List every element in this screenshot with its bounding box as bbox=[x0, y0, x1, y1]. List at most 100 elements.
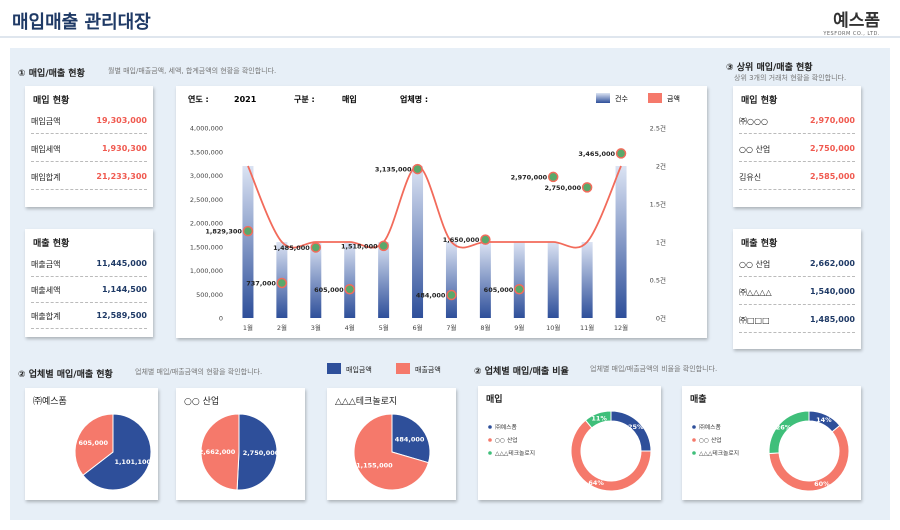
legend-label: ㈜예스폼 bbox=[699, 423, 721, 431]
bar-count bbox=[445, 242, 457, 318]
y-tick-label: 1,000,000 bbox=[190, 267, 223, 275]
data-label: 605,000 bbox=[314, 286, 344, 294]
year-filter-value[interactable]: 2021 bbox=[234, 95, 257, 104]
purchase-ratio-donut: ㈜예스폼 ○○ 산업 △△△테크놀로지 25% 64% 11% bbox=[488, 410, 652, 492]
row-value: 11,445,000 bbox=[96, 259, 147, 268]
monthly-chart-card: 연도 : 2021 구분 : 매입 업체명 : 건수 금액 0 500,000 1,… bbox=[176, 86, 707, 338]
slice-label: 11% bbox=[591, 415, 607, 423]
bar-count bbox=[615, 166, 627, 318]
x-tick-label: 6월 bbox=[412, 323, 422, 332]
amount-point bbox=[615, 148, 627, 159]
data-label: 3,135,000 bbox=[375, 166, 412, 174]
y-tick-label: 2,000,000 bbox=[190, 220, 223, 228]
y2-tick-label: 0.5건 bbox=[650, 276, 666, 285]
row-label: ㈜□□□ bbox=[739, 316, 770, 325]
x-tick-label: 2월 bbox=[277, 323, 287, 332]
bar-count bbox=[242, 166, 254, 318]
y-tick-label: 3,500,000 bbox=[190, 148, 223, 156]
row-value: 2,970,000 bbox=[809, 116, 855, 125]
pie-slice bbox=[74, 413, 114, 476]
y-tick-label: 2,500,000 bbox=[190, 196, 223, 204]
summary-row: 매출합계 12,589,500 bbox=[31, 303, 147, 329]
data-label: 1,650,000 bbox=[443, 236, 480, 244]
row-label: ○○ 산업 bbox=[739, 145, 771, 154]
slice-label: 605,000 bbox=[78, 439, 108, 447]
amount-point bbox=[412, 163, 423, 175]
pie-title: △△△테크놀로지 bbox=[335, 397, 398, 407]
slice-label: 60% bbox=[814, 480, 830, 488]
x-tick-label: 3월 bbox=[311, 323, 321, 332]
bar-count bbox=[581, 242, 593, 318]
data-label: 2,970,000 bbox=[511, 173, 548, 181]
section-title-3: ③ 상위 매입/매출 현황 bbox=[726, 63, 813, 73]
row-value: 2,585,000 bbox=[809, 172, 855, 181]
purchase-ratio-card: 매입 ㈜예스폼 ○○ 산업 △△△테크놀로지 25% 64% 11% bbox=[478, 386, 661, 500]
pie-slice bbox=[768, 410, 810, 455]
company-pie-chart: 2,750,000 2,662,000 bbox=[199, 413, 280, 491]
amount-point bbox=[276, 277, 288, 289]
row-label: 매입합계 bbox=[31, 173, 61, 182]
y2-tick-label: 0건 bbox=[656, 314, 666, 323]
pie-slice bbox=[391, 413, 431, 464]
company-pie-card: ○○ 산업 2,750,000 2,662,000 bbox=[176, 388, 305, 500]
slice-label: 1,101,100 bbox=[114, 458, 151, 466]
header: 매입매출 관리대장 예스폼 YESFORM CO., LTD. bbox=[0, 0, 900, 38]
logo-subtext: YESFORM CO., LTD. bbox=[823, 31, 880, 37]
legend-swatch-sales bbox=[396, 363, 410, 374]
summary-row: ㈜○○○ 2,970,000 bbox=[739, 108, 855, 134]
x-tick-label: 5월 bbox=[379, 323, 389, 332]
legend-count: 건수 bbox=[615, 94, 628, 103]
summary-row: 매입세액 1,930,300 bbox=[31, 136, 147, 162]
sales-ratio-card: 매출 ㈜예스폼 ○○ 산업 △△△테크놀로지 14% 60% 26% bbox=[682, 386, 861, 500]
y-tick-label: 1,500,000 bbox=[190, 243, 223, 251]
amount-point bbox=[514, 284, 525, 295]
top-purchase-card: 매입 현황 ㈜○○○ 2,970,000 ○○ 산업 2,750,000 김유신 2,… bbox=[733, 86, 861, 207]
row-label: 매입세액 bbox=[31, 145, 61, 154]
pie-title: ○○ 산업 bbox=[184, 397, 220, 407]
card-title: 매입 현황 bbox=[741, 96, 778, 106]
row-label: 매출금액 bbox=[31, 260, 61, 269]
slice-label: 26% bbox=[776, 424, 792, 432]
bar-count bbox=[513, 242, 525, 318]
sales-summary-card: 매출 현황 매출금액 11,445,000 매출세액 1,144,500 매출합계 1… bbox=[25, 229, 153, 337]
row-value: 2,750,000 bbox=[809, 144, 855, 153]
data-label: 737,000 bbox=[246, 279, 276, 287]
data-label: 3,465,000 bbox=[578, 150, 615, 158]
bar-count bbox=[479, 242, 491, 318]
row-value: 1,930,300 bbox=[101, 144, 147, 153]
y-tick-label: 0 bbox=[219, 315, 223, 323]
amount-point bbox=[344, 284, 355, 295]
summary-row: 매입합계 21,233,300 bbox=[31, 164, 147, 190]
company-pie-card: ㈜예스폼 1,101,100 605,000 bbox=[25, 388, 158, 500]
y-tick-label: 4,000,000 bbox=[190, 125, 223, 133]
legend-label: △△△테크놀로지 bbox=[495, 449, 535, 457]
company-pie-card: △△△테크놀로지 484,000 1,155,000 bbox=[327, 388, 456, 500]
legend-dot bbox=[488, 438, 492, 442]
amount-point bbox=[446, 289, 457, 301]
data-label: 1,518,000 bbox=[341, 242, 378, 250]
y2-tick-label: 1.5건 bbox=[650, 200, 666, 209]
row-label: 매출합계 bbox=[31, 312, 61, 321]
type-filter-label: 구분 : bbox=[294, 95, 315, 104]
sales-ratio-donut: ㈜예스폼 ○○ 산업 △△△테크놀로지 14% 60% 26% bbox=[692, 410, 850, 492]
bar-count bbox=[310, 242, 322, 318]
summary-row: ○○ 산업 2,662,000 bbox=[739, 251, 855, 277]
logo: 예스폼 YESFORM CO., LTD. bbox=[823, 6, 880, 37]
y2-tick-label: 1건 bbox=[656, 238, 666, 247]
page-title: 매입매출 관리대장 bbox=[12, 12, 151, 33]
slice-label: 64% bbox=[588, 479, 604, 487]
legend-swatch-purchase bbox=[327, 363, 341, 374]
top-sales-card: 매출 현황 ○○ 산업 2,662,000 ㈜△△△△ 1,540,000 ㈜□□□… bbox=[733, 229, 861, 349]
section-title-1: ① 매입/매출 현황 bbox=[18, 69, 85, 79]
x-tick-label: 1월 bbox=[243, 323, 253, 332]
legend-swatch-amount bbox=[648, 93, 662, 103]
amount-point bbox=[378, 240, 389, 252]
pie-slice bbox=[200, 413, 240, 491]
slice-label: 25% bbox=[628, 423, 644, 431]
legend-label: △△△테크놀로지 bbox=[699, 449, 739, 457]
type-filter-value[interactable]: 매입 bbox=[342, 94, 357, 104]
row-label: 매출세액 bbox=[31, 286, 61, 295]
data-label: 2,750,000 bbox=[545, 184, 582, 192]
row-value: 2,662,000 bbox=[809, 259, 855, 268]
row-label: ㈜△△△△ bbox=[739, 288, 772, 297]
